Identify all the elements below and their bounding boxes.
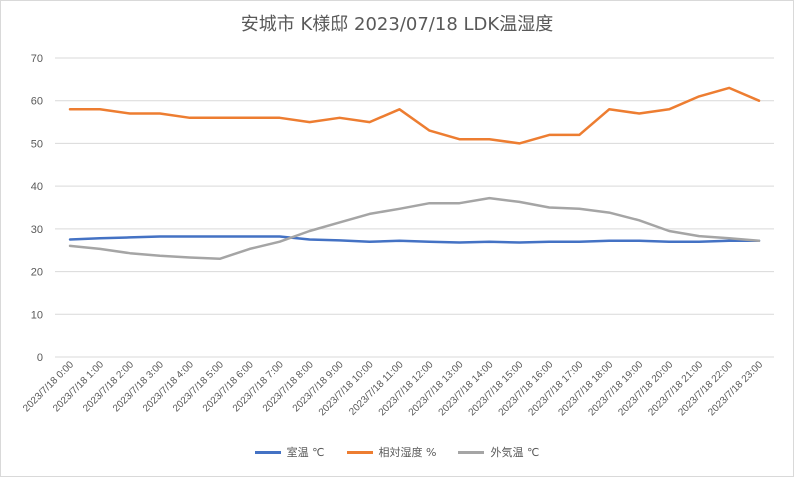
y-tick-label: 20 <box>31 267 43 279</box>
x-tick-label: 2023/7/18 23:00 <box>706 359 765 418</box>
series-line-0 <box>68 235 761 244</box>
y-tick-label: 30 <box>31 224 43 236</box>
x-tick-label: 2023/7/18 22:00 <box>676 359 735 418</box>
legend-item-0: 室温 ℃ <box>254 444 325 460</box>
y-tick-label: 10 <box>31 309 43 321</box>
y-tick-label: 40 <box>31 181 43 193</box>
x-tick-label: 2023/7/18 16:00 <box>497 359 556 418</box>
legend-label: 外気温 ℃ <box>490 446 540 459</box>
series-line-1 <box>68 86 761 145</box>
x-tick-label: 2023/7/18 13:00 <box>407 359 466 418</box>
x-tick-label: 2023/7/18 21:00 <box>646 359 705 418</box>
legend-swatch <box>346 450 373 454</box>
x-tick-label: 2023/7/18 0:00 <box>21 359 76 414</box>
legend-swatch <box>254 450 281 454</box>
x-tick-label: 2023/7/18 10:00 <box>317 359 376 418</box>
chart-title: 安城市 K様邸 2023/07/18 LDK温湿度 <box>240 14 554 35</box>
x-tick-label: 2023/7/18 18:00 <box>556 359 615 418</box>
legend-label: 室温 ℃ <box>286 446 325 459</box>
y-tick-label: 60 <box>31 96 43 108</box>
x-tick-label: 2023/7/18 11:00 <box>347 359 406 418</box>
y-tick-label: 50 <box>31 138 43 150</box>
legend-label: 相対湿度 % <box>378 446 437 459</box>
x-tick-label: 2023/7/18 14:00 <box>437 359 496 418</box>
legend-item-1: 相対湿度 % <box>346 444 437 460</box>
x-tick-label: 2023/7/18 19:00 <box>586 359 645 418</box>
x-tick-label: 2023/7/18 15:00 <box>467 359 526 418</box>
legend-swatch <box>458 450 485 454</box>
legend-item-2: 外気温 ℃ <box>458 444 539 460</box>
y-tick-label: 70 <box>31 53 43 65</box>
x-tick-label: 2023/7/18 20:00 <box>616 359 675 418</box>
series-line-2 <box>68 196 761 261</box>
x-tick-label: 2023/7/18 17:00 <box>526 359 585 418</box>
y-tick-label: 0 <box>37 352 43 364</box>
legend: 室温 ℃ 相対湿度 % 外気温 ℃ <box>0 444 794 460</box>
x-tick-label: 2023/7/18 12:00 <box>377 359 436 418</box>
